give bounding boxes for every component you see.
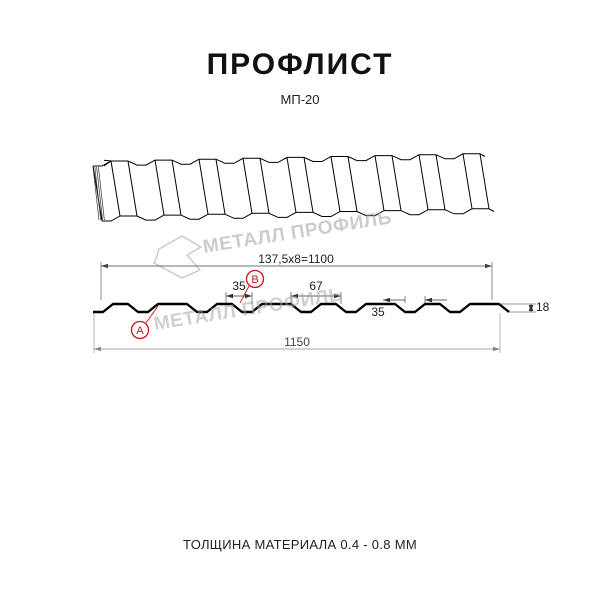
svg-text:18: 18	[536, 300, 550, 314]
svg-text:137,5x8=1100: 137,5x8=1100	[258, 252, 334, 266]
svg-text:35: 35	[232, 279, 246, 293]
svg-text:МЕТАЛЛ ПРОФИЛЬ: МЕТАЛЛ ПРОФИЛЬ	[201, 207, 393, 258]
svg-text:1150: 1150	[284, 335, 310, 349]
svg-text:A: A	[136, 325, 144, 337]
svg-text:35: 35	[371, 305, 385, 319]
svg-text:B: B	[251, 274, 258, 286]
